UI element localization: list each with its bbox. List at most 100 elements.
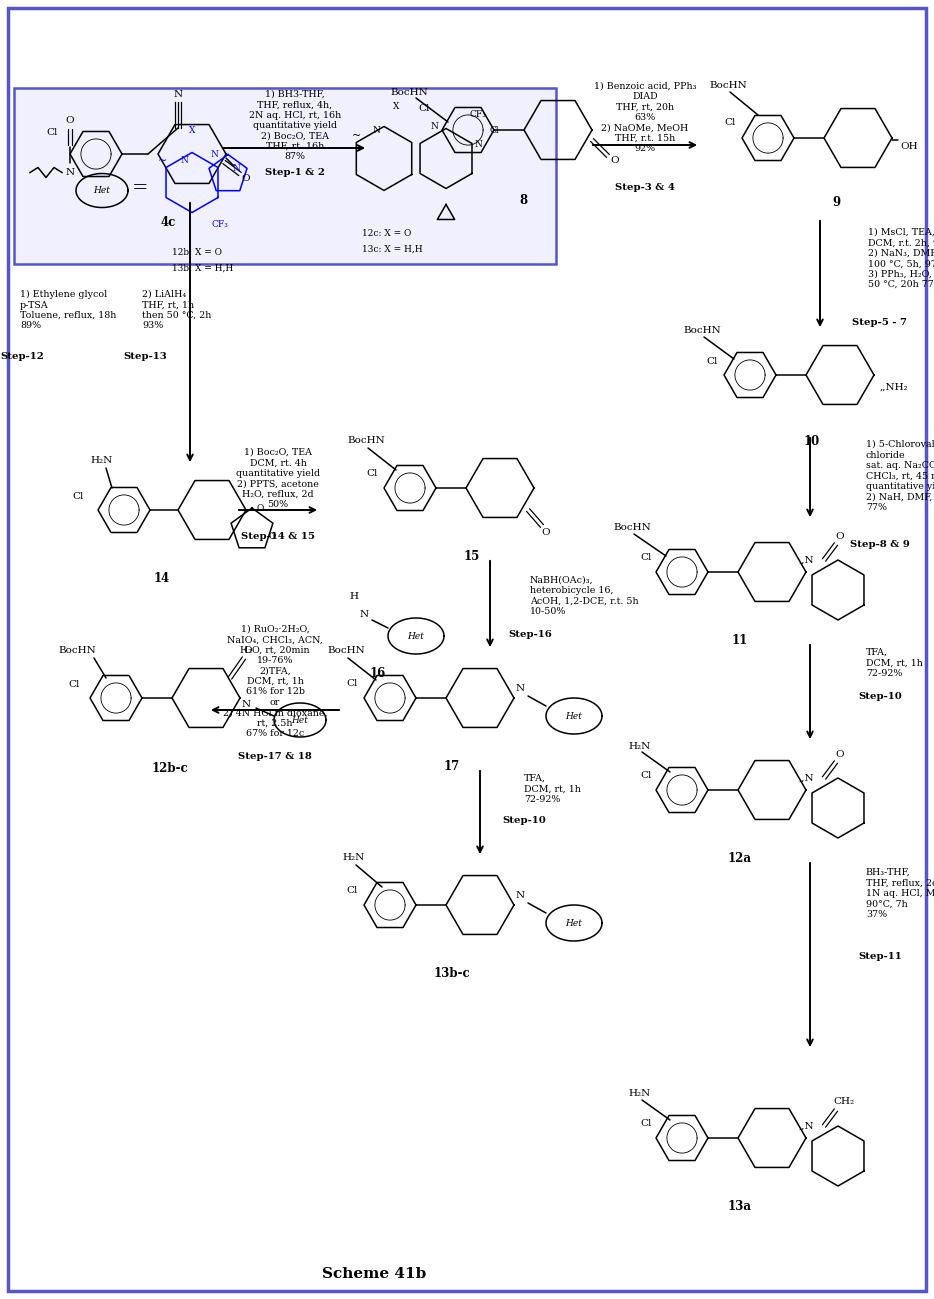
- Text: Step-14 & 15: Step-14 & 15: [241, 531, 315, 540]
- Text: Het: Het: [566, 918, 583, 927]
- Text: N: N: [232, 164, 240, 173]
- Text: =: =: [132, 179, 149, 197]
- Text: O: O: [836, 750, 844, 759]
- Text: H₂N: H₂N: [343, 852, 365, 861]
- Text: 12b: X = O: 12b: X = O: [172, 248, 222, 257]
- Text: 13c: X = H,H: 13c: X = H,H: [362, 246, 422, 255]
- Text: O: O: [65, 116, 75, 125]
- Text: Cl: Cl: [47, 127, 58, 136]
- Text: O: O: [244, 646, 252, 655]
- Text: BocHN: BocHN: [683, 326, 721, 335]
- Text: Step-10: Step-10: [858, 691, 902, 700]
- Text: TFA,
DCM, rt, 1h
72-92%: TFA, DCM, rt, 1h 72-92%: [524, 774, 581, 804]
- Text: 1) MsCl, TEA,
DCM, r.t. 2h, 94%
2) NaN₃, DMF,
100 °C, 5h, 97%
3) PPh₃, H₂O, tolu: 1) MsCl, TEA, DCM, r.t. 2h, 94% 2) NaN₃,…: [868, 229, 934, 288]
- Text: ~: ~: [351, 131, 361, 142]
- Text: N: N: [474, 140, 482, 149]
- Text: 11: 11: [732, 634, 748, 647]
- Text: Cl: Cl: [72, 491, 84, 500]
- Text: BocHN: BocHN: [390, 87, 428, 96]
- Text: CF₃: CF₃: [212, 220, 229, 229]
- Text: Cl: Cl: [68, 679, 79, 688]
- Text: O: O: [611, 156, 619, 165]
- Text: Cl: Cl: [347, 886, 358, 895]
- Text: BocHN: BocHN: [327, 646, 365, 655]
- Text: Step-3 & 4: Step-3 & 4: [616, 182, 675, 191]
- Text: 13a: 13a: [728, 1199, 752, 1212]
- Text: O: O: [836, 531, 844, 540]
- Text: X: X: [393, 103, 399, 110]
- Text: Step-10: Step-10: [502, 816, 545, 825]
- Text: 1) Boc₂O, TEA
DCM, rt. 4h
quantitative yield
2) PPTS, acetone
H₂O, reflux, 2d
50: 1) Boc₂O, TEA DCM, rt. 4h quantitative y…: [236, 448, 320, 509]
- Text: O: O: [242, 174, 250, 182]
- Text: X: X: [189, 126, 195, 135]
- Text: ,,N: ,,N: [799, 556, 814, 565]
- Bar: [14, 88, 556, 264]
- Text: N: N: [65, 168, 75, 177]
- Text: OH: OH: [900, 142, 917, 151]
- Text: O: O: [256, 504, 263, 513]
- Text: Cl: Cl: [641, 770, 652, 779]
- Text: Cl: Cl: [724, 117, 736, 126]
- Text: 13b-c: 13b-c: [433, 966, 471, 979]
- Text: N: N: [360, 609, 369, 618]
- Text: Cl: Cl: [418, 104, 430, 113]
- Text: CH₂: CH₂: [833, 1098, 855, 1107]
- Text: 13b: X = H,H: 13b: X = H,H: [172, 264, 234, 273]
- Text: Step-13: Step-13: [123, 352, 167, 361]
- Text: H: H: [349, 591, 359, 600]
- Text: ,,N: ,,N: [799, 1121, 814, 1130]
- Text: 4c: 4c: [161, 216, 176, 229]
- Text: Scheme 41b: Scheme 41b: [322, 1267, 426, 1281]
- Text: 12c: X = O: 12c: X = O: [362, 229, 411, 238]
- Text: N: N: [430, 122, 438, 131]
- Text: Cl: Cl: [489, 126, 499, 135]
- Text: Het: Het: [93, 186, 110, 195]
- Text: Step-17 & 18: Step-17 & 18: [238, 752, 312, 760]
- Text: 14: 14: [154, 572, 170, 585]
- Text: Cl: Cl: [641, 1118, 652, 1128]
- Text: N: N: [372, 126, 380, 135]
- Text: N: N: [516, 891, 525, 899]
- Text: O: O: [542, 527, 550, 536]
- Text: BocHN: BocHN: [58, 646, 96, 655]
- Text: ,,N: ,,N: [799, 773, 814, 782]
- Text: N: N: [516, 683, 525, 692]
- Text: 16: 16: [370, 666, 386, 679]
- Text: ~: ~: [158, 156, 166, 165]
- Text: Het: Het: [407, 631, 424, 640]
- Text: BocHN: BocHN: [613, 522, 651, 531]
- Text: CF₃: CF₃: [470, 110, 487, 120]
- Text: H₂N: H₂N: [629, 742, 651, 751]
- Text: N: N: [174, 90, 182, 99]
- Text: 1) RuO₂·2H₂O,
NaIO₄, CHCl₃, ACN,
H₂O, rt, 20min
19-76%
2)TFA,
DCM, rt, 1h
61% fo: 1) RuO₂·2H₂O, NaIO₄, CHCl₃, ACN, H₂O, rt…: [222, 625, 327, 738]
- Text: N: N: [210, 149, 218, 158]
- Text: Step-12: Step-12: [0, 352, 44, 361]
- Text: 1) BH3-THF,
THF, reflux, 4h,
2N aq. HCl, rt, 16h
quantitative yield
2) Boc₂O, TE: 1) BH3-THF, THF, reflux, 4h, 2N aq. HCl,…: [248, 90, 341, 161]
- Text: Step-16: Step-16: [508, 630, 552, 639]
- Text: Het: Het: [566, 712, 583, 721]
- Text: 8: 8: [519, 194, 527, 207]
- Text: Step-8 & 9: Step-8 & 9: [850, 539, 910, 548]
- Text: Cl: Cl: [347, 678, 358, 687]
- Text: BH₃-THF,
THF, reflux, 2d
1N aq. HCl, MeOH,
90°C, 7h
37%: BH₃-THF, THF, reflux, 2d 1N aq. HCl, MeO…: [866, 868, 934, 918]
- Text: N: N: [241, 699, 250, 708]
- Text: 2) LiAlH₄
THF, rt, 1h
then 50 °C, 2h
93%: 2) LiAlH₄ THF, rt, 1h then 50 °C, 2h 93%: [142, 290, 211, 330]
- Text: Cl: Cl: [641, 552, 652, 561]
- Text: O: O: [268, 531, 276, 540]
- Text: NaBH(OAc)₃,
heterobicycle 16,
AcOH, 1,2-DCE, r.t. 5h
10-50%: NaBH(OAc)₃, heterobicycle 16, AcOH, 1,2-…: [530, 575, 639, 616]
- Text: Cl: Cl: [706, 356, 717, 365]
- Text: 12a: 12a: [728, 852, 752, 865]
- Text: 9: 9: [832, 196, 840, 209]
- Text: TFA,
DCM, rt, 1h
72-92%: TFA, DCM, rt, 1h 72-92%: [866, 648, 923, 678]
- Text: 1) 5-Chlorovaleryl
chloride
sat. aq. Na₂CO₃,
CHCl₃, rt, 45 min.
quantitative yie: 1) 5-Chlorovaleryl chloride sat. aq. Na₂…: [866, 440, 934, 512]
- Text: Step-5 - 7: Step-5 - 7: [853, 317, 908, 326]
- Text: 17: 17: [444, 760, 460, 773]
- Text: H₂N: H₂N: [91, 456, 113, 465]
- Text: 10: 10: [804, 434, 820, 447]
- Text: Step-1 & 2: Step-1 & 2: [265, 168, 325, 177]
- Text: 15: 15: [464, 549, 480, 562]
- Text: Het: Het: [291, 716, 308, 725]
- Text: H₂N: H₂N: [629, 1090, 651, 1099]
- Text: N: N: [180, 156, 188, 165]
- Text: BocHN: BocHN: [347, 435, 385, 444]
